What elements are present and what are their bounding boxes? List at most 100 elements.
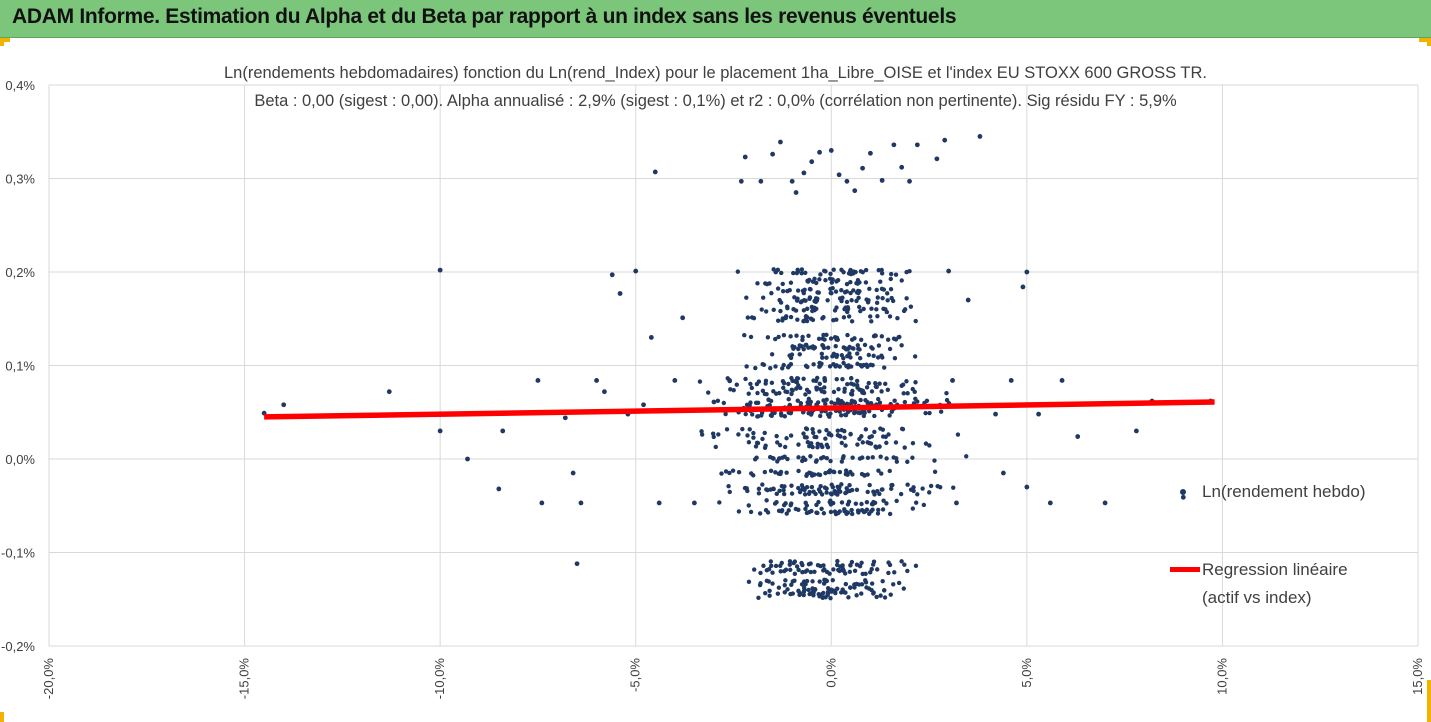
data-point	[781, 502, 787, 508]
data-point	[869, 434, 875, 439]
data-point	[886, 570, 891, 576]
data-point	[815, 510, 820, 516]
data-point	[769, 380, 775, 386]
data-point	[803, 500, 808, 506]
data-point	[904, 269, 909, 275]
data-point	[800, 485, 806, 491]
data-point	[843, 581, 849, 587]
data-point	[691, 500, 697, 506]
data-point	[752, 457, 758, 462]
data-point	[901, 391, 906, 396]
data-point	[833, 289, 839, 294]
data-point	[809, 473, 815, 478]
data-point	[386, 389, 392, 395]
data-point	[886, 560, 891, 565]
data-point	[791, 560, 796, 566]
data-point	[796, 507, 801, 513]
data-point	[870, 455, 875, 460]
data-point	[899, 343, 904, 348]
data-point	[821, 315, 826, 320]
y-tick-label: -0,1%	[1, 546, 35, 561]
data-point	[801, 318, 807, 324]
data-point	[770, 570, 775, 575]
data-point	[769, 563, 774, 569]
data-point	[860, 388, 866, 393]
data-point	[841, 315, 847, 320]
data-point	[789, 582, 794, 588]
data-point	[574, 561, 580, 567]
data-point	[570, 470, 576, 476]
data-point	[819, 351, 825, 356]
data-point	[875, 314, 880, 319]
data-point	[791, 346, 796, 351]
data-point	[879, 271, 885, 276]
data-point	[776, 508, 782, 513]
data-point	[496, 486, 502, 492]
data-point	[854, 487, 860, 493]
data-point	[465, 456, 470, 462]
data-point	[748, 509, 754, 515]
data-point	[875, 355, 881, 360]
data-point	[867, 482, 872, 488]
data-point	[913, 500, 919, 505]
data-point	[891, 455, 896, 460]
data-point	[745, 433, 750, 438]
data-point	[820, 343, 826, 349]
data-point	[745, 315, 751, 320]
data-point	[878, 593, 883, 598]
data-point	[898, 491, 904, 497]
data-point	[782, 590, 787, 595]
data-point	[841, 355, 846, 361]
data-point	[869, 319, 874, 324]
data-point	[811, 378, 816, 383]
data-point	[771, 307, 776, 312]
y-tick-label: 0,1%	[5, 359, 35, 374]
data-point	[787, 363, 792, 369]
data-point	[831, 389, 837, 395]
data-point	[868, 314, 873, 319]
data-point	[817, 579, 822, 584]
data-point	[868, 401, 874, 406]
data-point	[921, 502, 927, 508]
data-point	[796, 567, 801, 573]
data-point	[777, 456, 782, 461]
data-point	[845, 309, 850, 315]
data-point	[801, 585, 807, 591]
data-point	[831, 267, 836, 272]
data-point	[847, 488, 853, 494]
data-point	[810, 579, 815, 584]
data-point	[887, 314, 893, 319]
data-point	[799, 560, 804, 566]
data-point	[763, 443, 768, 448]
data-point	[842, 428, 847, 434]
data-point	[742, 333, 747, 338]
data-point	[852, 399, 857, 404]
data-point	[594, 378, 599, 383]
data-point	[889, 482, 894, 488]
data-point	[791, 270, 796, 276]
data-point	[1102, 500, 1108, 506]
data-point	[837, 364, 842, 369]
data-point	[773, 364, 778, 369]
chart-canvas: -0,2% -0,1% 0,0% 0,1% 0,2% 0,3% 0,4% -20,0% -15,…	[1, 78, 1425, 699]
data-point	[715, 398, 721, 403]
data-point	[942, 137, 948, 143]
data-point	[725, 376, 730, 381]
data-point	[1047, 500, 1053, 506]
data-point	[865, 440, 870, 445]
data-point	[868, 362, 873, 368]
data-point	[839, 590, 844, 595]
data-point	[888, 286, 894, 292]
data-point	[578, 500, 584, 506]
data-point	[539, 500, 545, 506]
data-point	[879, 267, 884, 273]
data-point	[828, 290, 833, 296]
data-point	[801, 431, 806, 436]
data-point	[744, 295, 749, 300]
data-point	[759, 307, 764, 312]
data-point	[904, 296, 909, 301]
data-point	[855, 343, 861, 348]
data-point	[808, 569, 814, 575]
data-point	[815, 385, 820, 391]
data-point	[781, 491, 787, 497]
